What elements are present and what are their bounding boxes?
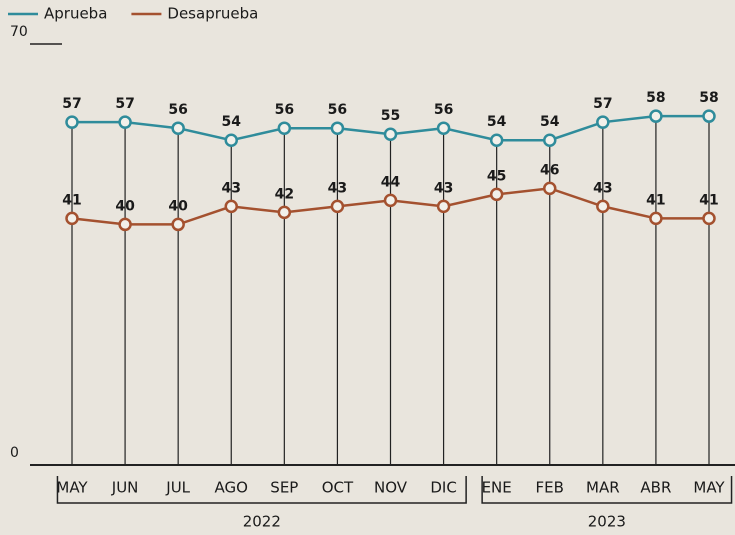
point: [118, 115, 132, 129]
group-label: 2022: [243, 513, 281, 531]
point: [489, 133, 504, 147]
x-tick-label: MAR: [586, 479, 620, 497]
point: [330, 199, 345, 214]
data-label: 43: [328, 180, 347, 196]
point: [171, 121, 185, 135]
group-label: 2023: [588, 513, 626, 531]
data-label: 41: [699, 192, 718, 208]
point: [65, 115, 79, 129]
point: [277, 121, 292, 135]
data-label: 54: [222, 114, 242, 130]
x-tick-label: FEB: [536, 479, 564, 497]
point: [436, 121, 451, 135]
x-tick-label: NOV: [374, 479, 408, 497]
point: [702, 109, 716, 123]
point: [224, 199, 238, 214]
data-label: 54: [487, 114, 507, 130]
data-label: 56: [168, 102, 187, 118]
data-label: 40: [168, 198, 188, 214]
data-label: 57: [115, 96, 134, 112]
point: [118, 217, 132, 232]
data-label: 43: [222, 180, 241, 196]
point: [489, 187, 504, 202]
x-tick-label: OCT: [322, 479, 354, 497]
x-tick-label: JUL: [165, 479, 190, 497]
x-tick-label: MAY: [693, 479, 725, 497]
point: [649, 211, 663, 226]
x-tick-label: AGO: [215, 479, 248, 497]
point: [702, 211, 716, 226]
data-label: 45: [487, 168, 506, 184]
x-tick-label: MAY: [56, 479, 88, 497]
point: [330, 121, 345, 135]
point: [171, 217, 185, 232]
x-tick-label: JUN: [111, 479, 139, 497]
data-label: 56: [328, 102, 347, 118]
group-bracket: [481, 476, 733, 504]
y-tick-label: 70: [10, 24, 28, 40]
data-label: 40: [115, 198, 135, 214]
data-label: 54: [540, 114, 560, 130]
point: [224, 133, 238, 147]
point: [436, 199, 451, 214]
data-label: 56: [434, 102, 453, 118]
point: [649, 109, 663, 123]
data-label: 42: [275, 186, 294, 202]
x-tick-label: ABR: [640, 479, 671, 497]
x-tick-label: SEP: [270, 479, 298, 497]
point: [543, 181, 557, 196]
data-label: 56: [275, 102, 294, 118]
data-label: 57: [593, 96, 612, 112]
data-label: 41: [62, 192, 81, 208]
data-label: 58: [699, 90, 718, 106]
x-tick-label: DIC: [430, 479, 456, 497]
y-tick-label: 0: [10, 445, 19, 461]
point: [383, 193, 398, 208]
data-label: 43: [593, 180, 612, 196]
data-label: 55: [381, 108, 400, 124]
data-label: 44: [381, 174, 401, 190]
point: [596, 115, 610, 129]
point: [383, 127, 398, 141]
data-label: 43: [434, 180, 453, 196]
group-bracket: [56, 476, 467, 504]
point: [65, 211, 79, 226]
data-label: 41: [646, 192, 665, 208]
point: [596, 199, 610, 214]
legend-label: Desaprueba: [167, 5, 258, 23]
point: [543, 133, 557, 147]
data-label: 58: [646, 90, 665, 106]
x-tick-label: ENE: [482, 479, 512, 497]
point: [277, 205, 292, 220]
data-label: 57: [62, 96, 81, 112]
legend-label: Aprueba: [44, 5, 107, 23]
data-label: 46: [540, 162, 559, 178]
